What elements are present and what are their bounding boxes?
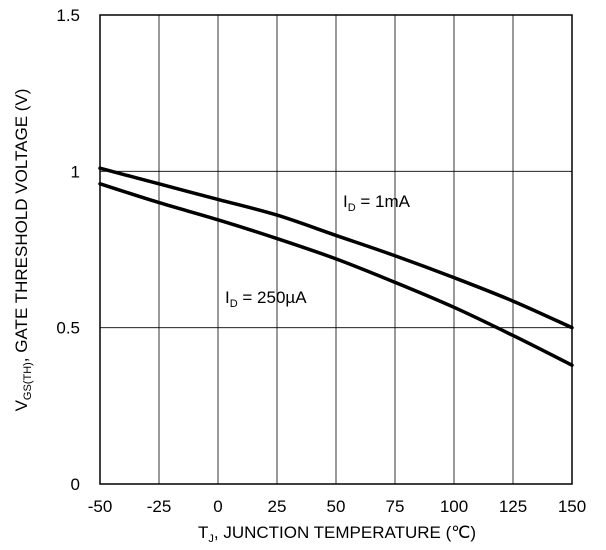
x-axis-label-sub: J: [208, 533, 214, 545]
x-tick-label: 0: [213, 497, 222, 516]
curve-label-1ma-main: I: [343, 192, 348, 211]
x-axis-label-rest: , JUNCTION TEMPERATURE (℃): [214, 523, 476, 542]
x-tick-label: 25: [268, 497, 287, 516]
curve-label-1ma-sub: D: [348, 202, 356, 214]
curve-label-250ua-rest: = 250µA: [238, 288, 308, 307]
y-axis-label-sub: GS(TH): [22, 362, 34, 400]
y-tick-labels: 0 0.5 1 1.5: [56, 6, 80, 494]
curve-250ua: [98, 182, 574, 367]
x-tick-label: -25: [147, 497, 172, 516]
y-tick-label: 1: [71, 162, 80, 181]
y-axis-label: VGS(TH), GATE THRESHOLD VOLTAGE (V): [12, 89, 34, 412]
curve-label-1ma: ID = 1mA: [343, 192, 411, 214]
y-tick-label: 0: [71, 475, 80, 494]
x-tick-label: -50: [88, 497, 113, 516]
x-tick-label: 100: [440, 497, 468, 516]
x-axis-label-main: T: [198, 523, 208, 542]
grid-lines: [100, 15, 572, 484]
curve-label-250ua-sub: D: [230, 298, 238, 310]
curve-1ma: [98, 166, 574, 330]
curve-label-1ma-rest: = 1mA: [356, 192, 411, 211]
x-axis-label: TJ, JUNCTION TEMPERATURE (℃): [198, 523, 476, 545]
curves: [98, 166, 574, 367]
x-tick-label: 150: [558, 497, 586, 516]
x-tick-label: 75: [386, 497, 405, 516]
x-tick-label: 125: [499, 497, 527, 516]
y-tick-label: 1.5: [56, 6, 80, 25]
curve-label-250ua-main: I: [225, 288, 230, 307]
curve-label-250ua: ID = 250µA: [225, 288, 307, 310]
x-tick-label: 50: [327, 497, 346, 516]
y-tick-label: 0.5: [56, 319, 80, 338]
y-axis-label-main: V: [12, 399, 31, 411]
x-tick-labels: -50 -25 0 25 50 75 100 125 150: [88, 497, 586, 516]
plot-frame: [99, 14, 573, 485]
y-axis-label-rest: , GATE THRESHOLD VOLTAGE (V): [12, 89, 31, 363]
